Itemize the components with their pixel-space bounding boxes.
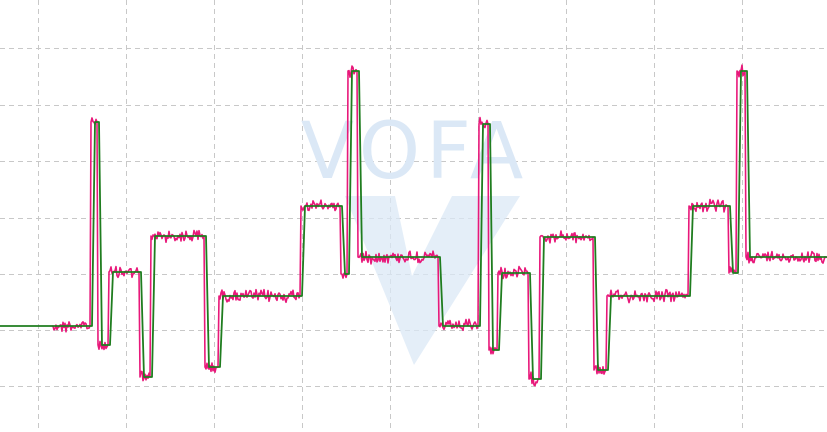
watermark-text: VOFA <box>301 107 529 197</box>
watermark: VOFA <box>301 107 529 365</box>
series-layer <box>0 64 827 387</box>
watermark-logo-icon <box>345 196 520 365</box>
series-line-1 <box>0 70 827 380</box>
